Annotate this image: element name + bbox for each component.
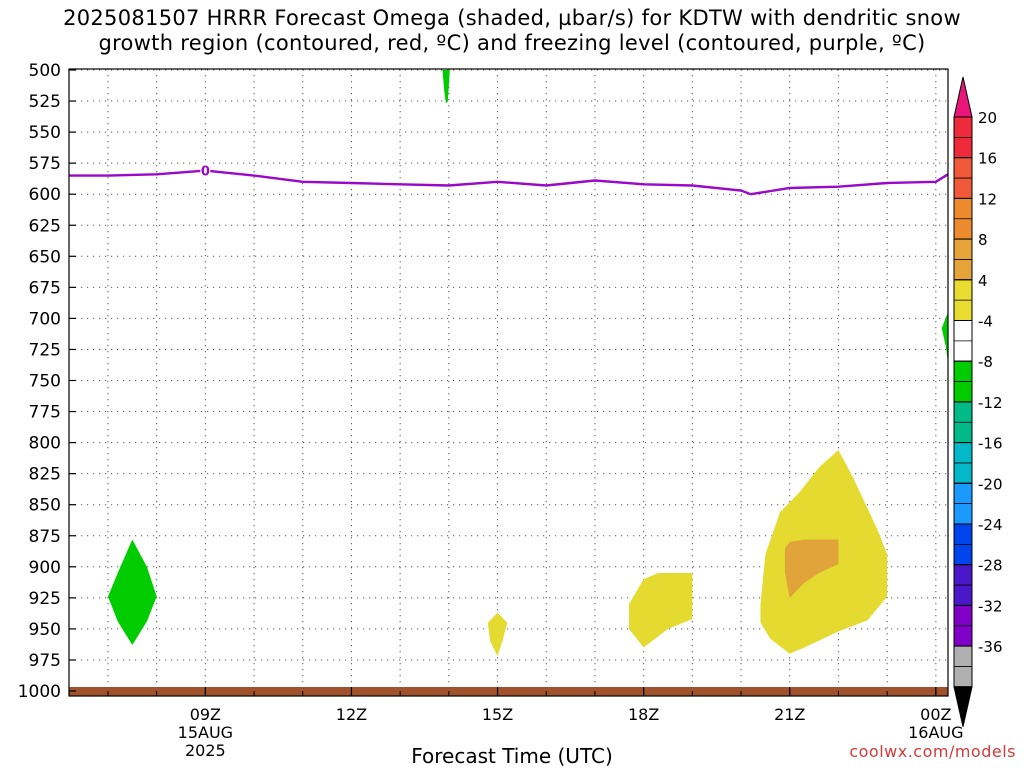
y-axis: 500 525 550 575 600 625 650 675 700 725 750 775 800 8…	[18, 61, 76, 702]
y-tick-label: 975	[29, 651, 61, 671]
colorbar-tick-label: 4	[978, 272, 988, 290]
colorbar-tick-label: 16	[978, 150, 997, 168]
colorbar-tick-label: -12	[978, 394, 1003, 412]
y-tick-label: 575	[29, 154, 61, 174]
y-tick-label: 900	[29, 558, 61, 578]
colorbar-tick-label: -32	[978, 597, 1003, 615]
y-tick-label: 525	[29, 92, 61, 112]
y-tick-label: 750	[29, 372, 61, 392]
y-tick-label: 850	[29, 496, 61, 516]
x-tick-label: 15Z	[482, 705, 513, 724]
surface-band	[69, 687, 948, 696]
y-tick-label: 700	[29, 309, 61, 329]
colorbar-tick-label: 20	[978, 109, 997, 127]
y-tick-label: 825	[29, 465, 61, 485]
omega-region	[941, 312, 948, 362]
omega-region	[108, 539, 157, 645]
y-tick-label: 800	[29, 434, 61, 454]
y-tick-label: 600	[29, 185, 61, 205]
x-tick-date: 16AUG	[908, 723, 963, 742]
credit-text: coolwx.com/models	[849, 742, 1016, 761]
colorbar-bottom-arrow	[953, 686, 973, 727]
colorbar-tick-label: 12	[978, 190, 997, 208]
colorbar-tick-label: 8	[978, 231, 988, 249]
omega-region	[629, 573, 693, 648]
chart-title: 2025081507 HRRR Forecast Omega (shaded, …	[63, 6, 961, 55]
plot-frame	[68, 68, 949, 697]
y-tick-label: 925	[29, 589, 61, 609]
x-axis-label: Forecast Time (UTC)	[411, 744, 613, 768]
x-tick-label: 18Z	[628, 705, 659, 724]
colorbar-tick-label: -4	[978, 313, 993, 331]
y-tick-label: 775	[29, 403, 61, 423]
omega-region	[487, 612, 508, 657]
x-tick-label: 21Z	[774, 705, 805, 724]
y-tick-label: 875	[29, 527, 61, 547]
x-tick-label: 00Z	[920, 705, 951, 724]
y-tick-label: 650	[29, 247, 61, 267]
colorbar: 20 16 12 8 4 -4 -8 -12 -16 -20 -24 -28 -32 -36	[953, 76, 1003, 727]
colorbar-tick-label: -8	[978, 353, 993, 371]
y-tick-label: 500	[29, 61, 61, 81]
omega-shading	[69, 70, 948, 696]
freezing-level-line	[69, 169, 949, 196]
y-tick-label: 950	[29, 620, 61, 640]
colorbar-tick-label: -16	[978, 435, 1003, 453]
x-tick-year: 2025	[185, 741, 226, 760]
colorbar-top-arrow	[953, 76, 973, 118]
y-tick-label: 675	[29, 278, 61, 298]
freezing-level-label-bg	[200, 162, 211, 179]
y-tick-label: 725	[29, 340, 61, 360]
x-tick-date: 15AUG	[178, 723, 233, 742]
colorbar-tick-label: -24	[978, 516, 1003, 534]
omega-region	[442, 70, 450, 104]
x-tick-label: 09Z	[190, 705, 221, 724]
colorbar-tick-label: -28	[978, 557, 1003, 575]
omega-region	[784, 539, 839, 598]
freezing-level-layer: 0	[69, 162, 949, 196]
freezing-level-label: 0	[201, 165, 210, 180]
y-tick-label: 1000	[18, 682, 61, 702]
y-tick-label: 625	[29, 216, 61, 236]
colorbar-tick-label: -20	[978, 475, 1003, 493]
y-tick-label: 550	[29, 123, 61, 143]
colorbar-tick-label: -36	[978, 638, 1003, 656]
x-tick-label: 12Z	[336, 705, 367, 724]
